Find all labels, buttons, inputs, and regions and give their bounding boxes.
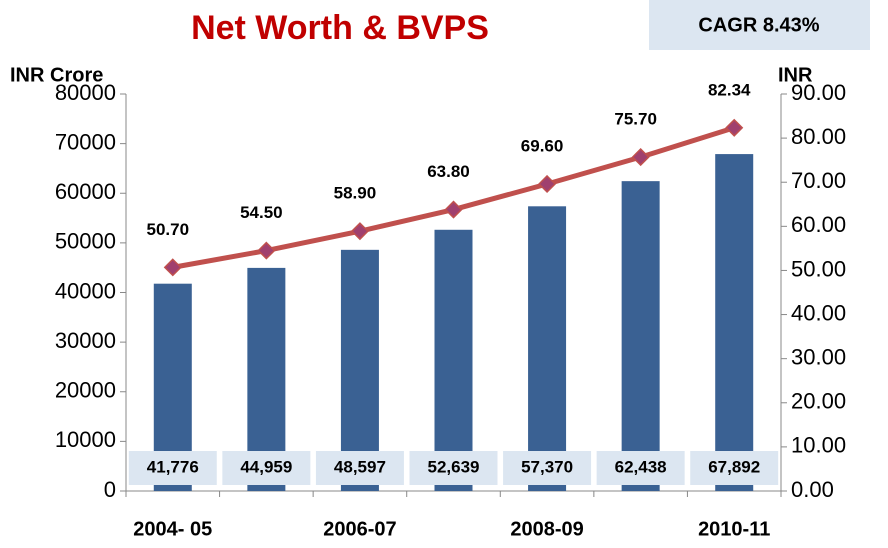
bar	[621, 181, 660, 491]
value-label: 57,370	[521, 457, 573, 476]
y-tick-label: 0	[104, 477, 116, 502]
value-label: 67,892	[708, 457, 760, 476]
value-label-box	[315, 451, 404, 485]
x-tick-label: 2010-11	[698, 518, 770, 540]
y2-tick-label: 80.00	[791, 124, 846, 149]
value-label: 41,776	[147, 457, 199, 476]
y-tick-label: 10000	[55, 427, 116, 452]
marker	[538, 174, 557, 194]
value-label: 58.90	[334, 184, 377, 203]
chart-title: Net Worth & BVPS	[191, 9, 489, 47]
marker	[350, 222, 369, 241]
y-axis-label: INR Crore	[10, 64, 103, 86]
value-label-box	[690, 451, 779, 485]
y2-tick-label: 90.00	[791, 80, 846, 105]
value-label: 62,438	[615, 457, 667, 476]
value-label: 82.34	[708, 80, 751, 99]
bar	[340, 249, 379, 491]
value-label: 52,639	[428, 457, 480, 476]
value-label-box	[409, 451, 498, 485]
value-label: 48,597	[334, 457, 386, 476]
y2-tick-label: 0.00	[791, 477, 834, 502]
y-tick-label: 60000	[55, 179, 116, 204]
value-label: 75.70	[614, 110, 657, 129]
value-label: 50.70	[147, 220, 190, 239]
y2-tick-label: 60.00	[791, 212, 846, 237]
value-label-box	[503, 451, 592, 485]
value-label-box	[222, 451, 311, 485]
y-tick-label: 40000	[55, 278, 116, 303]
y2-tick-label: 40.00	[791, 300, 846, 325]
y2-tick-label: 50.00	[791, 256, 846, 281]
x-tick-label: 2008-09	[510, 518, 583, 540]
marker	[631, 148, 650, 167]
x-tick-label: 2006-07	[323, 518, 396, 540]
annotation: CAGR 8.43%	[698, 14, 819, 36]
y2-tick-label: 70.00	[791, 168, 846, 193]
marker	[257, 241, 276, 260]
value-label: 44,959	[240, 457, 292, 476]
y2-tick-label: 30.00	[791, 344, 846, 369]
bar	[434, 229, 473, 491]
value-label: 69.60	[521, 136, 564, 155]
x-tick-label: 2004- 05	[133, 518, 212, 540]
y-tick-label: 30000	[55, 328, 116, 353]
marker	[163, 258, 182, 277]
value-label: 63.80	[427, 162, 470, 181]
y2-tick-label: 10.00	[791, 433, 846, 458]
marker	[725, 118, 744, 137]
bar	[528, 206, 567, 491]
y-tick-label: 70000	[55, 129, 116, 154]
bar	[715, 154, 754, 492]
y-tick-label: 20000	[55, 378, 116, 403]
marker	[444, 200, 463, 219]
y-tick-label: 50000	[55, 229, 116, 254]
value-label-box	[128, 451, 217, 485]
annotation-box	[649, 0, 870, 50]
y2-tick-label: 20.00	[791, 389, 846, 414]
value-label: 54.50	[240, 203, 283, 222]
y-tick-label: 80000	[55, 80, 116, 105]
y2-axis-label: INR	[778, 64, 813, 86]
value-label-box	[596, 451, 685, 485]
